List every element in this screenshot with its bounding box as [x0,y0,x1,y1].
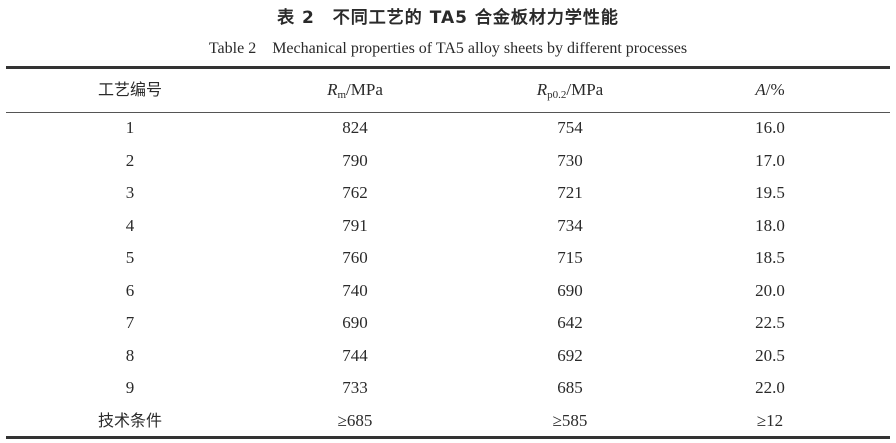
cell-elongation: 18.0 [755,215,785,235]
cell-elongation: 16.0 [755,118,785,137]
cell-elongation: 19.5 [755,183,785,202]
cell-rm: 760 [342,248,368,267]
cell-elongation: 22.0 [755,378,785,397]
cell-rp02: 692 [557,345,583,365]
cell-process-no: 1 [125,118,135,137]
table-row: 9 733 685 22.0 [0,371,896,404]
cell-rp02: 754 [557,118,583,137]
header-rp02-subscript: p0.2 [547,89,567,101]
cell-rp02: 715 [557,248,583,267]
table-title-chinese: 表 2 不同工艺的 TA5 合金板材力学性能 [277,8,619,28]
cell-rp02: 730 [557,150,583,170]
header-elongation-unit: /% [765,80,785,99]
header-rm-symbol: R [327,80,338,99]
cell-rp02: 690 [557,280,583,300]
cell-process-no: 4 [125,215,135,235]
bottom-rule [6,436,890,439]
cell-rm: 744 [342,345,368,365]
cell-process-no: 5 [125,248,135,267]
header-process-no: 工艺编号 [97,80,162,99]
table-header: 工艺编号 Rm/MPa Rp0.2/MPa A/% [0,73,896,106]
header-rp02: Rp0.2/MPa [470,73,670,106]
cell-rp02: 734 [557,215,583,235]
table-row: 4 791 734 18.0 [0,209,896,242]
cell-process-no: 技术条件 [97,410,162,430]
cell-rm: ≥685 [337,410,373,430]
table-row: 1 824 754 16.0 [0,111,896,144]
cell-process-no: 3 [125,183,135,202]
cell-rm: 740 [342,280,368,300]
header-rm: Rm/MPa [255,73,455,106]
cell-process-no: 7 [125,313,135,332]
cell-rm: 762 [342,183,368,202]
header-elongation-symbol: A [755,80,766,99]
table-row: 2 790 730 17.0 [0,144,896,177]
header-rp02-symbol: R [536,80,548,99]
table-row: 5 760 715 18.5 [0,241,896,274]
header-rm-unit: /MPa [346,80,383,99]
header-rp02-unit: /MPa [566,80,604,99]
cell-process-no: 6 [125,280,135,300]
table-row: 8 744 692 20.5 [0,339,896,372]
cell-rm: 824 [342,118,368,137]
header-elongation: A/% [670,73,870,106]
table-row: 3 762 721 19.5 [0,176,896,209]
cell-process-no: 2 [125,150,135,170]
cell-elongation: 17.0 [755,150,785,170]
cell-rm: 733 [342,378,368,397]
cell-process-no: 8 [125,345,135,365]
header-rule [6,112,890,113]
cell-elongation: 20.0 [755,280,785,300]
cell-rp02: 721 [557,183,583,202]
cell-rm: 790 [342,150,368,170]
table-row: 7 690 642 22.5 [0,306,896,339]
table-row: 6 740 690 20.0 [0,274,896,307]
header-rm-subscript: m [337,89,347,101]
table-row: 技术条件 ≥685 ≥585 ≥12 [0,404,896,437]
cell-rp02: 642 [557,313,583,332]
cell-elongation: 22.5 [755,313,785,332]
cell-process-no: 9 [125,378,135,397]
cell-elongation: 18.5 [755,248,785,267]
table-title-english: Table 2 Mechanical properties of TA5 all… [208,40,688,57]
cell-elongation: 20.5 [755,345,785,365]
cell-rm: 690 [342,313,368,332]
cell-rp02: ≥585 [552,410,588,430]
cell-rm: 791 [342,215,368,235]
top-rule [6,66,890,69]
cell-elongation: ≥12 [756,410,784,430]
cell-rp02: 685 [557,378,583,397]
